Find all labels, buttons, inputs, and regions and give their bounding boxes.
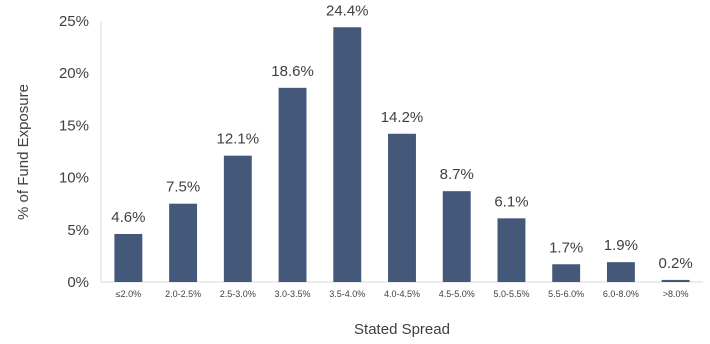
data-label: 14.2% (381, 109, 424, 126)
x-tick-label: 5.5-6.0% (548, 289, 584, 299)
bar (114, 233, 143, 282)
data-label: 6.1% (494, 193, 528, 210)
y-tick-label: 10% (59, 170, 89, 187)
data-label: 1.7% (549, 239, 583, 256)
data-label: 0.2% (659, 255, 693, 272)
data-label: 4.6% (111, 209, 145, 226)
data-label: 18.6% (271, 63, 314, 80)
bar (661, 279, 690, 282)
x-tick-label: 3.0-3.5% (275, 289, 311, 299)
bar (552, 264, 581, 282)
y-tick-label: 20% (59, 65, 89, 82)
x-tick-label: 4.5-5.0% (439, 289, 475, 299)
bar (442, 191, 471, 282)
data-label: 24.4% (326, 2, 369, 19)
bar (606, 262, 635, 282)
bar (278, 87, 307, 282)
x-tick-labels: ≤2.0% 2.0-2.5% 2.5-3.0% 3.0-3.5% 3.5-4.0% 4.0… (116, 289, 689, 299)
bar (169, 203, 198, 282)
bar (388, 133, 416, 282)
y-tick-label: 5% (67, 222, 89, 239)
x-axis-title: Stated Spread (354, 321, 450, 338)
bars (114, 27, 690, 282)
y-axis-title: % of Fund Exposure (15, 84, 32, 220)
x-tick-label: ≤2.0% (116, 289, 141, 299)
x-tick-label: 5.0-5.5% (493, 289, 529, 299)
x-tick-label: 2.0-2.5% (165, 289, 201, 299)
x-tick-label: 6.0-8.0% (603, 289, 639, 299)
data-label: 1.9% (604, 237, 638, 254)
bar (223, 155, 252, 282)
y-tick-label: 0% (67, 274, 89, 291)
data-labels: 4.6% 7.5% 12.1% 18.6% 24.4% 14.2% 8.7% 6.1% 1.7%… (111, 2, 692, 272)
x-tick-label: 3.5-4.0% (329, 289, 365, 299)
bar (497, 218, 526, 282)
x-tick-label: 2.5-3.0% (220, 289, 256, 299)
data-label: 12.1% (217, 131, 260, 148)
y-tick-label: 25% (59, 13, 89, 30)
data-label: 7.5% (166, 179, 200, 196)
y-tick-label: 15% (59, 117, 89, 134)
y-tick-labels: 0% 5% 10% 15% 20% 25% (59, 13, 89, 291)
bar (333, 27, 362, 282)
x-tick-label: 4.0-4.5% (384, 289, 420, 299)
x-tick-label: >8.0% (663, 289, 689, 299)
data-label: 8.7% (440, 166, 474, 183)
